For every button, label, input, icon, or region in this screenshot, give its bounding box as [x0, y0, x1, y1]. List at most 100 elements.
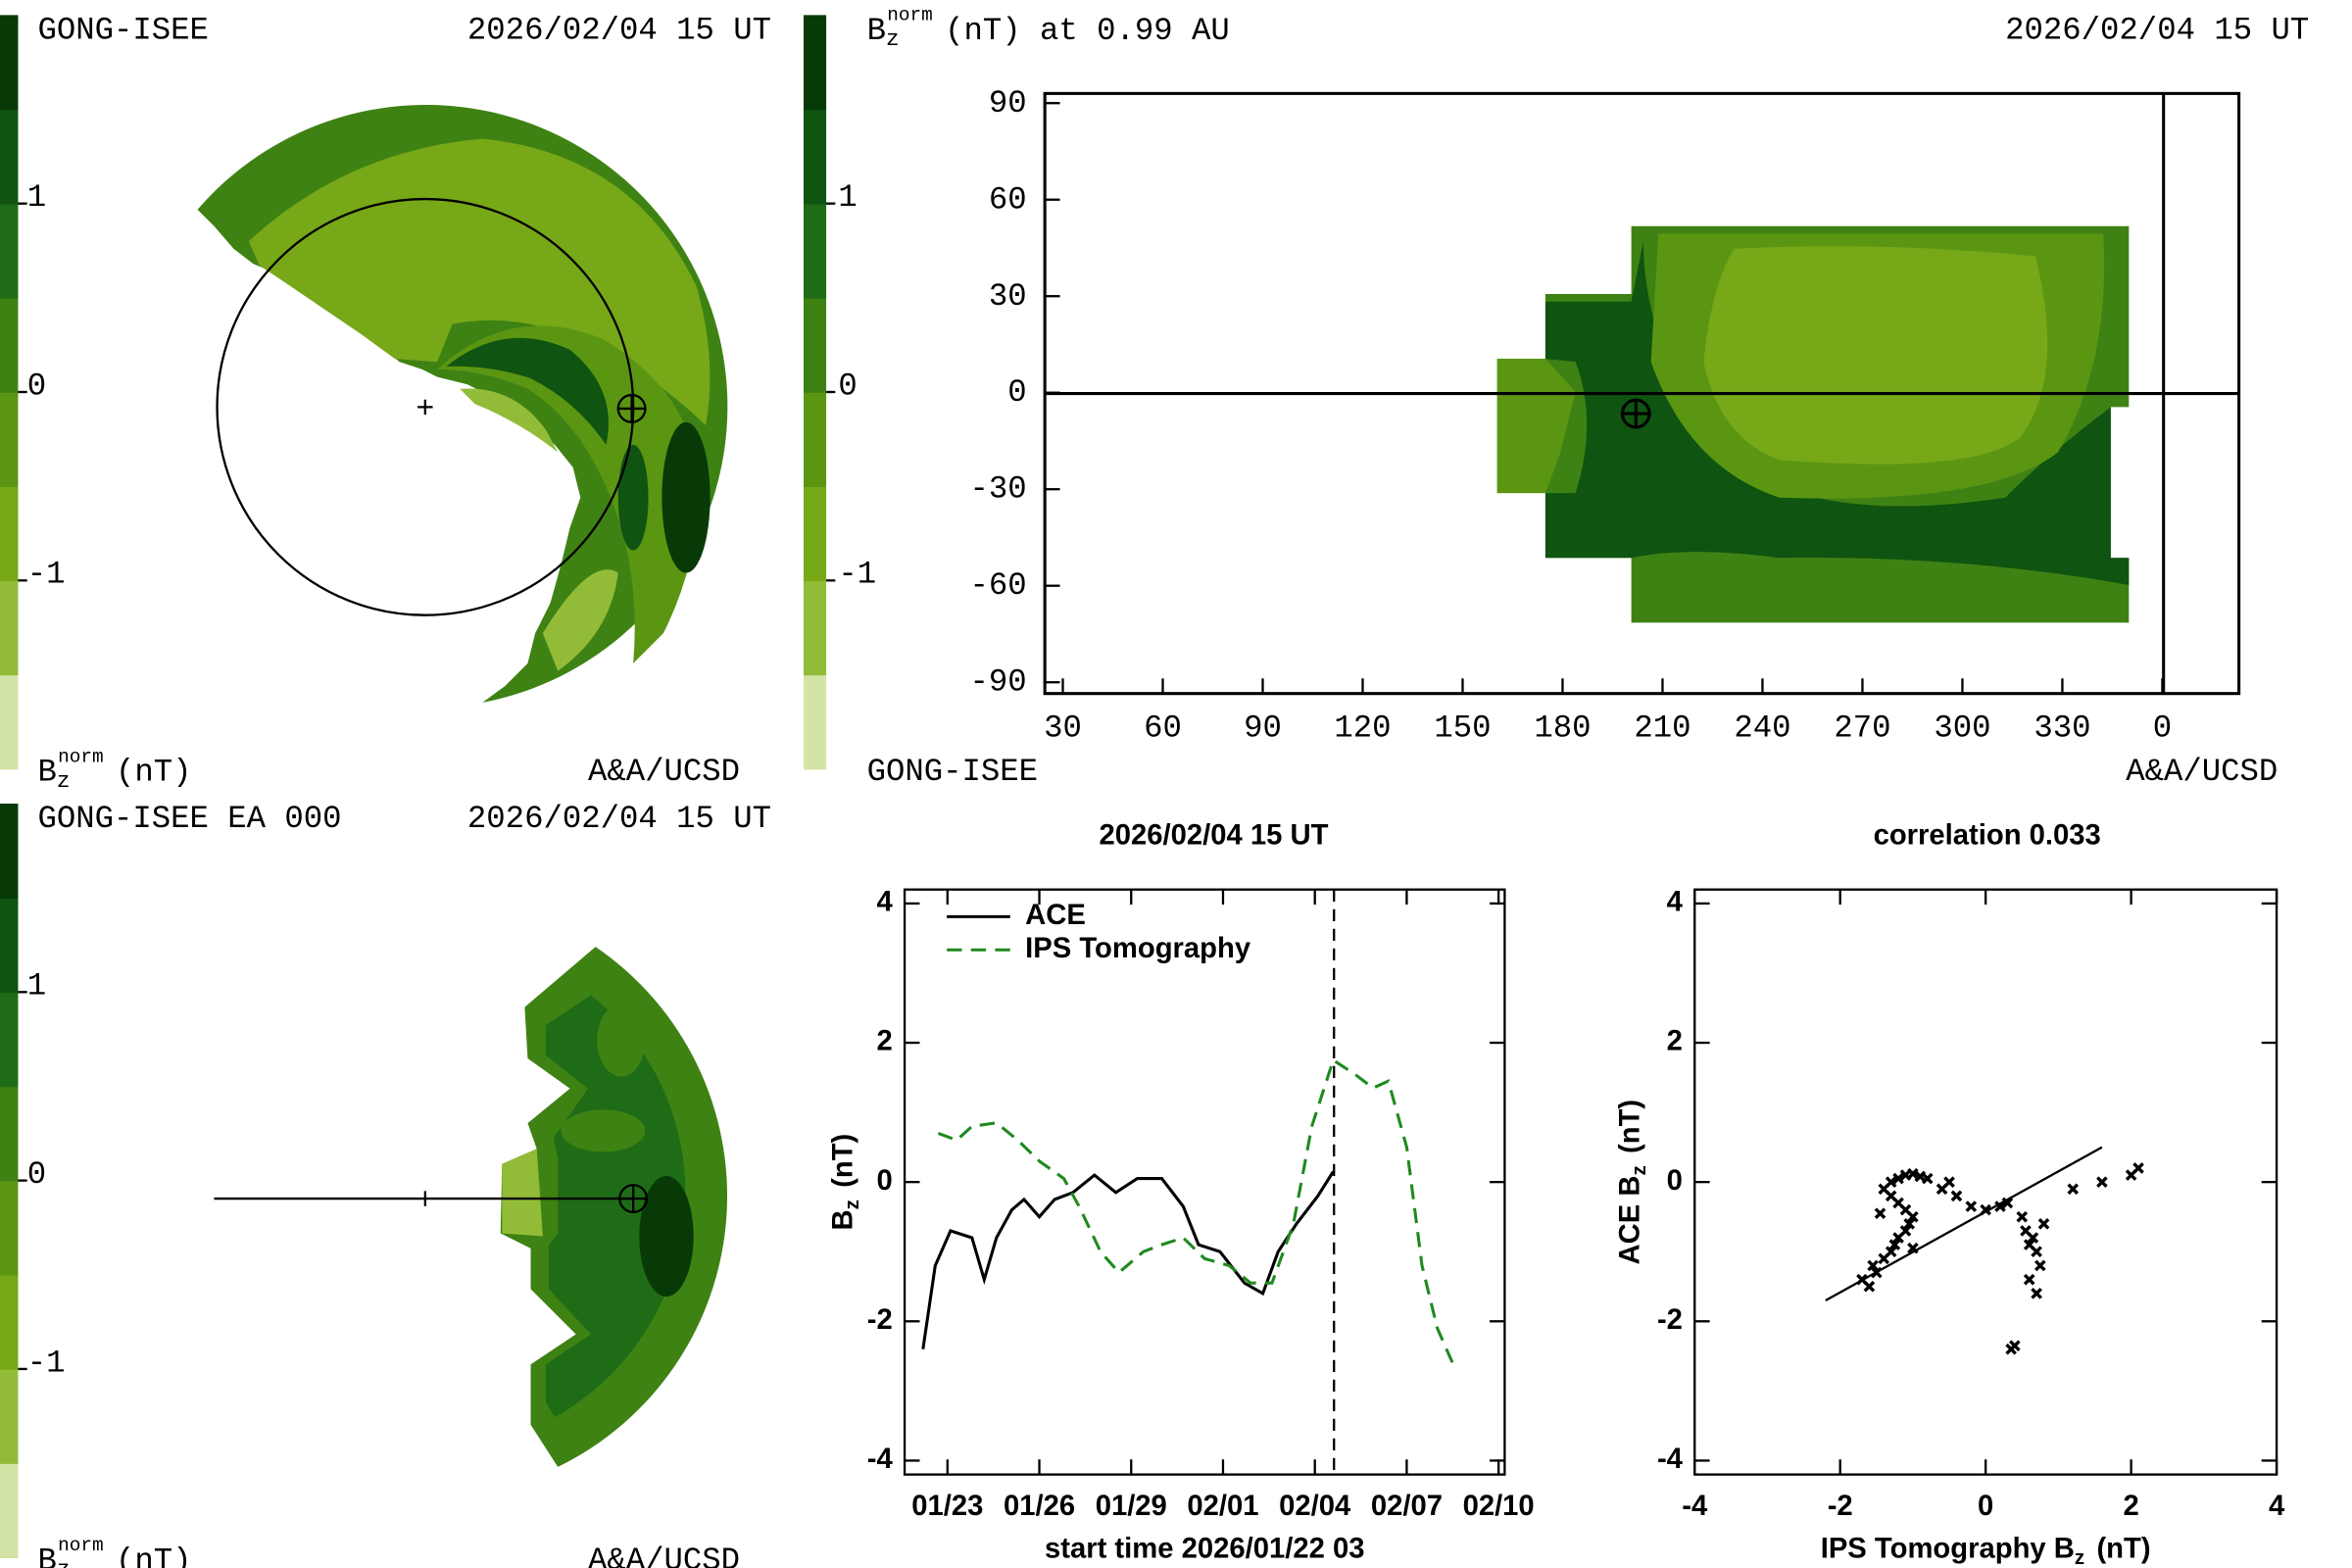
- label-rest: (nT): [1614, 1100, 1645, 1153]
- colorbar-band: [0, 992, 19, 1088]
- label-base: IPS Tomography B: [1821, 1533, 2075, 1564]
- y-tick-label: -60: [970, 567, 1027, 604]
- earth-marker: [616, 393, 647, 423]
- y-tick-label: 4: [1667, 887, 1684, 918]
- label: Bznorm (nT): [37, 746, 191, 793]
- x-tick-label: 02/07: [1371, 1491, 1443, 1522]
- scatter-point: [2031, 1246, 2042, 1258]
- colorbar-tick-label: 0: [27, 368, 46, 404]
- x-tick-label: 90: [1244, 710, 1282, 747]
- contour: [502, 1149, 543, 1237]
- label-sup: norm: [58, 1535, 104, 1556]
- contour: [460, 388, 559, 453]
- scatter-point: [2031, 1288, 2042, 1299]
- label-rest: (nT): [827, 1134, 858, 1188]
- label-sub: z: [57, 768, 71, 794]
- x-tick-label: 02/10: [1463, 1491, 1535, 1522]
- label: Bznorm (nT) at 0.99 AU: [867, 5, 1230, 52]
- scatter-point: [2034, 1259, 2046, 1272]
- y-tick-label: 4: [877, 887, 894, 918]
- scatter-point: [1888, 1239, 1901, 1250]
- colorbar-band: [804, 580, 827, 676]
- credit-label: A&A/UCSD: [588, 1543, 740, 1568]
- x-tick-label: 0: [2153, 710, 2172, 747]
- source-label: GONG-ISEE: [867, 754, 1038, 790]
- label-base: B: [37, 1543, 56, 1568]
- colorbar-band: [0, 898, 19, 994]
- scatter-chart-panel: correlation 0.033 -4 -2 0 2 4 -4 -2 0 2 4 IPS Tomog…: [1614, 820, 2285, 1568]
- x-tick-label: 01/26: [1004, 1491, 1075, 1522]
- time-label: 2026/02/04 15 UT: [2005, 12, 2309, 48]
- colorbar-band: [0, 15, 19, 111]
- label-rest: (nT): [116, 754, 192, 790]
- colorbar-band: [0, 297, 19, 393]
- credit-label: A&A/UCSD: [588, 754, 740, 790]
- scatter-point: [2023, 1273, 2035, 1286]
- colorbar-tick-label: 0: [838, 368, 857, 404]
- scatter-point: [2037, 1217, 2050, 1230]
- scatter-point: [2001, 1197, 2014, 1209]
- label-sup: norm: [887, 5, 933, 26]
- contour: [1703, 246, 2048, 465]
- colorbar-band: [804, 203, 827, 299]
- x-tick-label: 60: [1144, 710, 1182, 747]
- legend-label: ACE: [1025, 900, 1086, 931]
- colorbar-band: [0, 1086, 19, 1182]
- colorbar-band: [804, 297, 827, 393]
- scatter-point: [2027, 1232, 2039, 1244]
- y-tick-label: -90: [970, 664, 1027, 701]
- colorbar-tick-label: -1: [27, 1345, 66, 1381]
- label-base: B: [827, 1209, 858, 1230]
- label: ACE Bz (nT): [1614, 1100, 1650, 1265]
- colorbar-band: [0, 203, 19, 299]
- label-rest: (nT): [116, 1543, 192, 1568]
- time-label: 2026/02/04 15 UT: [467, 12, 771, 48]
- label-sub: z: [886, 26, 900, 52]
- scatter-point: [2005, 1343, 2017, 1355]
- scatter-point: [1874, 1207, 1886, 1219]
- colorbar-band: [0, 1180, 19, 1276]
- label-rest: (nT): [2096, 1533, 2150, 1564]
- colorbar-tick-label: -1: [838, 557, 876, 593]
- x-tick-label: 300: [1934, 710, 1990, 747]
- scatter-point: [2067, 1183, 2080, 1196]
- scatter-point: [1867, 1259, 1879, 1272]
- colorbar-band: [0, 486, 19, 582]
- y-tick-label: 0: [877, 1165, 893, 1197]
- x-tick-label: 30: [1044, 710, 1082, 747]
- polar-map-panel: 1 0 -1 Bznorm (nT) GONG-ISEE EA 000 2026/02/04…: [0, 801, 771, 1568]
- colorbar-tick-label: 1: [27, 968, 46, 1004]
- sun-marker: [417, 399, 433, 416]
- line-chart-panel: 2026/02/04 15 UT -4 -2 0 2 4 01/23 01/26 01/29 02…: [827, 820, 1534, 1565]
- x-tick-label: 270: [1834, 710, 1890, 747]
- series-line: [921, 1170, 1335, 1349]
- contour: [597, 1004, 646, 1077]
- source-label: GONG-ISEE EA 000: [37, 801, 341, 837]
- legend-label: IPS Tomography: [1025, 933, 1251, 964]
- credit-label: A&A/UCSD: [2126, 754, 2278, 790]
- y-tick-label: -30: [970, 471, 1027, 508]
- x-tick-label: 120: [1334, 710, 1391, 747]
- contour: [662, 421, 710, 573]
- scatter-point: [1903, 1217, 1916, 1230]
- earth-marker: [1620, 398, 1651, 429]
- polar-map-panel: 1 0 -1 Bznorm (nT) GONG-ISEE 2026/02/04 15 UT A…: [0, 12, 771, 794]
- chart-title: 2026/02/04 15 UT: [1100, 820, 1329, 852]
- x-tick-label: 4: [2269, 1491, 2285, 1522]
- colorbar-band: [804, 109, 827, 205]
- chart-title: correlation 0.033: [1874, 820, 2101, 852]
- scatter-point: [1914, 1170, 1927, 1183]
- latlon-map-panel: 1 0 -1 Bznorm (nT) at 0.99 AU 2026/02/04 15 U…: [804, 5, 2309, 790]
- source-label: GONG-ISEE: [37, 12, 208, 48]
- y-tick-label: -2: [1657, 1304, 1683, 1336]
- y-tick-label: -4: [1657, 1444, 1684, 1475]
- label-sub: z: [2075, 1546, 2084, 1568]
- colorbar-band: [0, 804, 19, 899]
- y-tick-label: 60: [989, 181, 1027, 218]
- scatter-point: [2132, 1162, 2144, 1174]
- x-axis-label: start time 2026/01/22 03: [1045, 1533, 1364, 1564]
- scatter-point: [1950, 1190, 1963, 1202]
- colorbar-band: [804, 486, 827, 582]
- scatter-point: [1907, 1167, 1919, 1180]
